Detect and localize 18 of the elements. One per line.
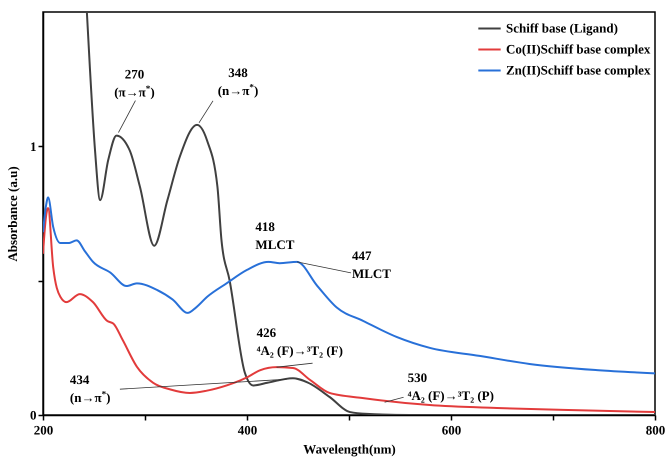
y-axis-title: Absorbance (a.u) [5, 166, 20, 262]
annotation: 426 ⁴A₂ (F)→³T₂ (F) [256, 325, 343, 358]
annotation: 530 ⁴A₂ (F)→³T₂ (P) [408, 370, 494, 404]
annotation: 348 (n→π$^{*}$) [218, 64, 258, 98]
y-tick-label: 1 [30, 138, 36, 154]
legend-label: Co(II)Schiff base complex [506, 42, 651, 56]
annotation: 447 MLCT [352, 248, 392, 281]
legend-label: Zn(II)Schiff base complex [506, 62, 651, 78]
x-tick-label: 800 [646, 422, 666, 438]
x-tick-label: 200 [34, 422, 54, 438]
y-tick-label: 0 [30, 408, 36, 422]
annotation: 434 (n→π$^{*}$) [70, 372, 110, 406]
x-tick-label: 600 [442, 422, 462, 438]
x-tick-label: 400 [238, 422, 258, 438]
annotation: 270 (π→π$^{*}$) [114, 66, 155, 100]
annotation: 418 MLCT [255, 218, 295, 252]
legend-label: Schiff base (Ligand) [506, 20, 618, 36]
x-axis-title: Wavelength(nm) [303, 442, 396, 456]
